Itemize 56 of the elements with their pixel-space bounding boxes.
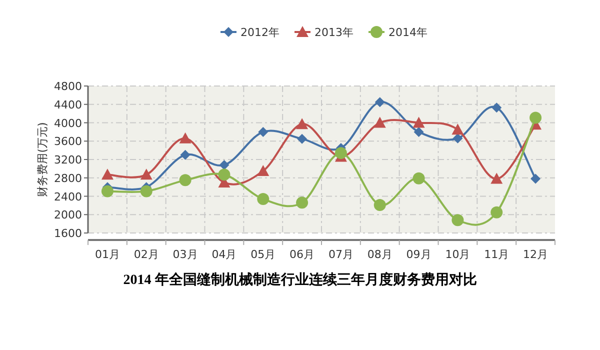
x-tick-label: 01月 <box>94 248 120 261</box>
point <box>492 102 502 113</box>
y-tick-label: 4000 <box>54 116 82 130</box>
y-axis-title: 财务费用(万元) <box>36 122 49 197</box>
point <box>490 206 503 218</box>
point <box>140 168 152 180</box>
point <box>219 160 230 170</box>
legend-label: 2014年 <box>388 26 428 39</box>
point <box>257 164 270 176</box>
y-tick-label: 1600 <box>54 227 82 240</box>
point <box>257 193 270 206</box>
point <box>490 172 503 184</box>
legend-label: 2012年 <box>240 26 280 39</box>
x-tick-label: 07月 <box>328 248 354 261</box>
point <box>140 185 152 198</box>
point <box>180 150 190 160</box>
y-tick-label: 4400 <box>54 98 82 112</box>
x-tick-label: 05月 <box>250 248 276 261</box>
point <box>101 185 114 198</box>
point <box>218 168 230 181</box>
point <box>412 116 425 128</box>
point <box>179 132 192 144</box>
x-tick-label: 08月 <box>367 248 392 261</box>
x-tick-label: 06月 <box>290 248 315 261</box>
point <box>414 126 424 137</box>
y-tick-label: 2800 <box>54 172 82 185</box>
x-tick-label: 02月 <box>134 248 159 261</box>
x-tick-label: 12月 <box>523 248 548 261</box>
x-tick-label: 04月 <box>212 248 237 261</box>
point <box>296 196 308 209</box>
point <box>452 214 464 226</box>
point <box>179 174 192 186</box>
text: 2014 年全国缝制机械制造行业连续三年月度财务费用对比 <box>123 271 477 288</box>
point <box>258 126 268 137</box>
point <box>101 168 114 180</box>
point <box>374 97 385 108</box>
point <box>374 198 386 211</box>
y-tick-label: 2400 <box>54 190 82 204</box>
y-tick-label: 3600 <box>54 135 82 148</box>
point <box>334 147 347 160</box>
point <box>452 133 463 144</box>
y-tick-label: 2000 <box>54 208 82 222</box>
point <box>374 116 386 128</box>
y-tick-label: 4800 <box>54 80 82 93</box>
x-tick-label: 10月 <box>445 248 470 261</box>
y-tick-label: 3200 <box>54 154 82 166</box>
point <box>412 172 425 184</box>
point <box>296 118 308 130</box>
x-tick-label: 03月 <box>172 248 198 261</box>
x-tick-label: 09月 <box>406 248 432 261</box>
point <box>452 124 464 135</box>
point <box>530 112 542 124</box>
legend-label: 2013年 <box>314 26 354 39</box>
point <box>297 134 308 144</box>
point <box>530 174 541 184</box>
x-tick-label: 11月 <box>484 248 510 261</box>
